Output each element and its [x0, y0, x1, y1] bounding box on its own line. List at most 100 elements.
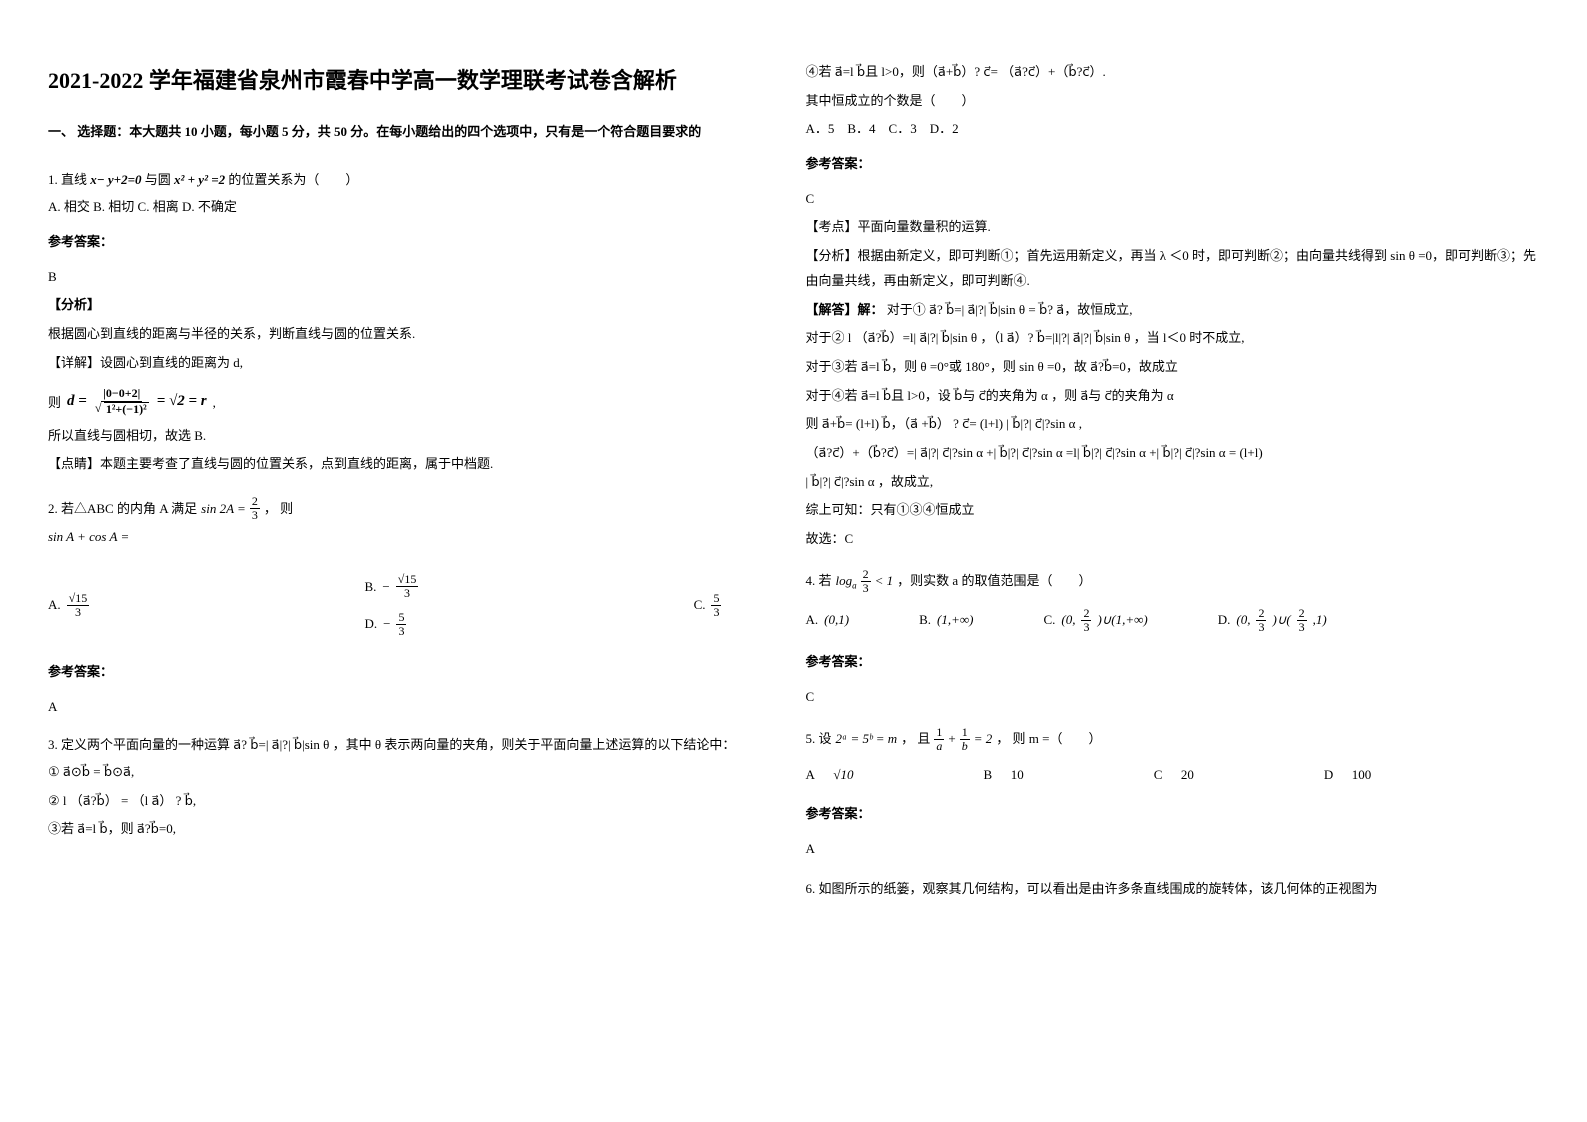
- q5-optB: B 10: [984, 763, 1024, 788]
- q5-optA-label: A: [806, 763, 815, 788]
- q3-jieda-label: 【解答】解：: [806, 302, 884, 317]
- q4-optD-den1: 3: [1256, 621, 1266, 634]
- q1-detail2: 所以直线与圆相切，故选 B.: [48, 424, 782, 449]
- right-column: ④若 a⃗=l b⃗且 l>0，则（a⃗+b⃗）? c⃗= （a⃗?c⃗）+（b…: [806, 60, 1540, 1062]
- q4-optD-den2: 3: [1297, 621, 1307, 634]
- q5-optC-label: C: [1154, 763, 1163, 788]
- q2-optB-den: 3: [402, 587, 412, 600]
- q4-cmp: < 1: [875, 569, 894, 594]
- q2-optA-num: √15: [67, 592, 90, 606]
- q1-formula-eq: = √2 = r: [157, 387, 207, 416]
- q1-answer: B: [48, 265, 782, 290]
- section-intro: 一、 选择题：本大题共 10 小题，每小题 5 分，共 50 分。在每小题给出的…: [48, 120, 782, 145]
- q5-optC: C 20: [1154, 763, 1194, 788]
- q2-optD: D. − 5 3: [364, 611, 406, 638]
- q4-answer-label: 参考答案：: [806, 650, 1540, 675]
- q3-item4: ④若 a⃗=l b⃗且 l>0，则（a⃗+b⃗）? c⃗= （a⃗?c⃗）+（b…: [806, 60, 1540, 85]
- q3-jieda4: 对于④若 a⃗=l b⃗且 l>0，设 b⃗与 c⃗的夹角为 α ，则 a⃗与 …: [806, 384, 1540, 409]
- q3-answer-label: 参考答案：: [806, 152, 1540, 177]
- q5-optD-val: 100: [1352, 763, 1372, 788]
- q4-optC: C. (0, 2 3 )∪(1,+∞): [1043, 607, 1147, 634]
- q3-tail: 其中恒成立的个数是（ ）: [806, 89, 1540, 114]
- q4-optA-val: (0,1): [824, 608, 849, 633]
- q4-optA-label: A.: [806, 608, 819, 633]
- q5-optC-val: 20: [1181, 763, 1194, 788]
- q2-frac-num: 2: [250, 495, 260, 509]
- q3-jieda1: 对于① a⃗? b⃗=| a⃗|?| b⃗|sin θ = b⃗? a⃗，故恒成…: [887, 302, 1133, 317]
- q1-mid: 与圆: [145, 172, 171, 187]
- q4-optB-label: B.: [919, 608, 931, 633]
- q4-optC-p2: )∪(1,+∞): [1097, 608, 1147, 633]
- q4-options: A. (0,1) B. (1,+∞) C. (0, 2 3 )∪(1,+∞) D…: [806, 607, 1540, 634]
- q2-optD-den: 3: [396, 625, 406, 638]
- q2-options-row1: A. √15 3 B. − √15 3 D. − 5 3: [48, 573, 782, 638]
- q5-frac1-den: a: [934, 740, 944, 753]
- q5-optB-val: 10: [1011, 763, 1024, 788]
- q4-optC-num: 2: [1081, 607, 1091, 621]
- q2-prefix: 2. 若△ABC 的内角 A 满足: [48, 497, 197, 522]
- q5-plus: +: [948, 727, 955, 752]
- q2-optA: A. √15 3: [48, 573, 89, 638]
- q3-answer: C: [806, 187, 1540, 212]
- q2-optC-num: 5: [711, 592, 721, 606]
- q2-optD-label: D.: [364, 612, 377, 637]
- q1-formula-den: 1²+(−1)²: [93, 402, 151, 416]
- q1-eq1: x− y+2=0: [90, 172, 141, 187]
- q2-optB-num: √15: [396, 573, 419, 587]
- q1-options: A. 相交 B. 相切 C. 相离 D. 不确定: [48, 195, 782, 220]
- q2-frac-den: 3: [250, 509, 260, 522]
- q4-answer: C: [806, 685, 1540, 710]
- q4-optC-label: C.: [1043, 608, 1055, 633]
- q3-options: A．5 B．4 C．3 D．2: [806, 117, 1540, 142]
- q4-optB: B. (1,+∞): [919, 608, 973, 633]
- q5-frac2-den: b: [960, 740, 970, 753]
- q5-frac2: 1 b: [960, 726, 970, 753]
- q4-optD-frac2: 2 3: [1297, 607, 1307, 634]
- q2-opt-stack: B. − √15 3 D. − 5 3: [364, 573, 418, 638]
- q6-stem: 6. 如图所示的纸篓，观察其几何结构，可以看出是由许多条直线围成的旋转体，该几何…: [806, 877, 1540, 902]
- q2-lhs: sin 2A =: [201, 497, 246, 522]
- q2-optB-frac: √15 3: [396, 573, 419, 600]
- q1-formula-prefix: 则: [48, 391, 61, 416]
- q5-optD-label: D: [1324, 763, 1333, 788]
- q3-summary: 综上可知：只有①③④恒成立: [806, 498, 1540, 523]
- q5-frac2-num: 1: [960, 726, 970, 740]
- q2-optD-sign: −: [383, 612, 390, 637]
- q4-optA: A. (0,1): [806, 608, 850, 633]
- q3-final: 故选：C: [806, 527, 1540, 552]
- q1-analysis: 根据圆心到直线的距离与半径的关系，判断直线与圆的位置关系.: [48, 322, 782, 347]
- q2-optC-frac: 5 3: [711, 592, 721, 619]
- q4-suffix: ，则实数 a 的取值范围是（ ）: [897, 569, 1091, 594]
- q5-optD: D 100: [1324, 763, 1371, 788]
- q3-kaodian: 【考点】平面向量数量积的运算.: [806, 215, 1540, 240]
- q5-answer-label: 参考答案：: [806, 802, 1540, 827]
- q4-optD: D. (0, 2 3 )∪( 2 3 ,1): [1218, 607, 1327, 634]
- q5-mid: ， 且: [901, 727, 930, 752]
- q5-optA: A √10: [806, 763, 854, 788]
- q5-answer: A: [806, 837, 1540, 862]
- q4-prefix: 4. 若: [806, 569, 832, 594]
- q4-optD-num2: 2: [1297, 607, 1307, 621]
- q4-optD-frac1: 2 3: [1256, 607, 1266, 634]
- q2-optB-label: B.: [364, 575, 376, 600]
- q1-eq2: x² + y² =2: [174, 172, 225, 187]
- q4-optD-p2: )∪(: [1272, 608, 1290, 633]
- q5-frac1-num: 1: [934, 726, 944, 740]
- q5-stem: 5. 设 2ᵃ = 5ᵇ = m ， 且 1 a + 1 b = 2 ， 则 m…: [806, 726, 1540, 753]
- q3-jieda5: 则 a⃗+b⃗= (l+l) b⃗，（a⃗ +b⃗） ? c⃗= (l+l) |…: [806, 412, 1540, 437]
- left-column: 2021-2022 学年福建省泉州市霞春中学高一数学理联考试卷含解析 一、 选择…: [48, 60, 782, 1062]
- q2-answer: A: [48, 695, 782, 720]
- q2-optC-den: 3: [711, 606, 721, 619]
- q4-log-arg: 2 3: [861, 568, 871, 595]
- q3-stem: 3. 定义两个平面向量的一种运算 a⃗? b⃗=| a⃗|?| b⃗|sin θ…: [48, 733, 782, 758]
- q5-frac1: 1 a: [934, 726, 944, 753]
- q2-optD-frac: 5 3: [396, 611, 406, 638]
- q2-optB: B. − √15 3: [364, 573, 418, 600]
- q1-review: 【点睛】本题主要考查了直线与圆的位置关系，点到直线的距离，属于中档题.: [48, 452, 782, 477]
- q1-detail-label: 【详解】设圆心到直线的距离为 d,: [48, 351, 782, 376]
- q5-prefix: 5. 设: [806, 727, 832, 752]
- q3-jieda6: （a⃗?c⃗）+（b⃗?c⃗）=| a⃗|?| c⃗|?sin α +| b⃗|…: [806, 441, 1540, 466]
- q3-jieda7: | b⃗|?| c⃗|?sin α ，故成立,: [806, 470, 1540, 495]
- q1-analysis-label: 【分析】: [48, 293, 782, 318]
- q2-optC-label: C.: [694, 593, 706, 618]
